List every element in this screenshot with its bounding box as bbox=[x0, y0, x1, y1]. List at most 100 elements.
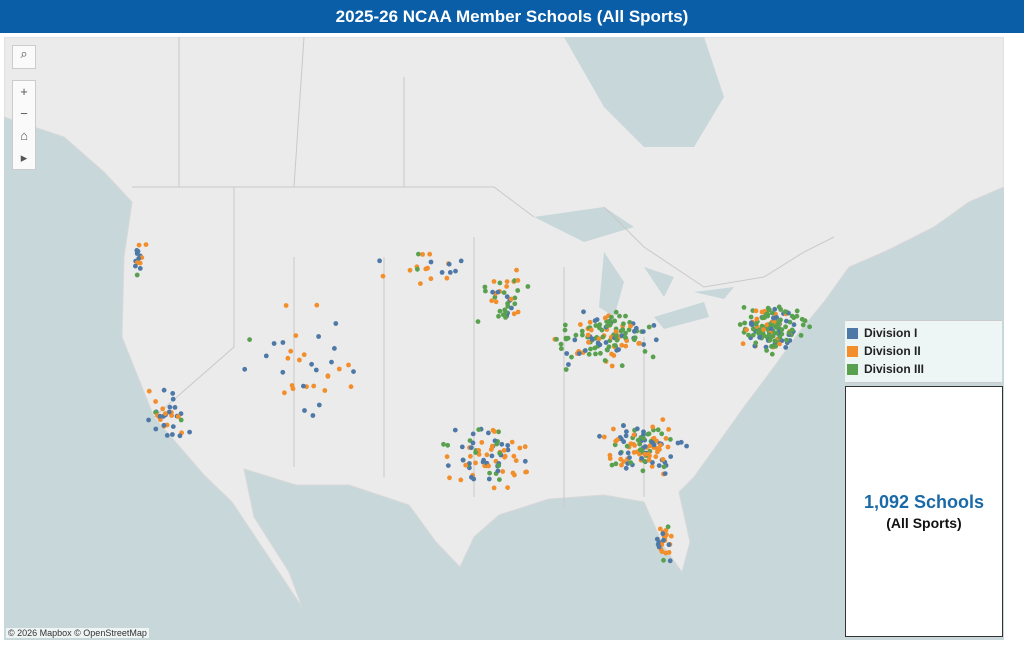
school-dot[interactable] bbox=[512, 301, 518, 307]
school-dot[interactable] bbox=[623, 313, 628, 319]
school-dot[interactable] bbox=[581, 309, 586, 315]
school-dot[interactable] bbox=[646, 431, 652, 437]
school-dot[interactable] bbox=[377, 258, 382, 264]
school-dot[interactable] bbox=[515, 278, 521, 283]
school-dot[interactable] bbox=[621, 459, 626, 464]
school-dot[interactable] bbox=[522, 444, 528, 450]
school-dot[interactable] bbox=[489, 453, 495, 459]
school-dot[interactable] bbox=[161, 387, 167, 393]
school-dot[interactable] bbox=[754, 316, 760, 322]
school-dot[interactable] bbox=[593, 351, 598, 357]
school-dot[interactable] bbox=[594, 317, 600, 322]
school-dot[interactable] bbox=[511, 311, 517, 317]
school-dot[interactable] bbox=[346, 362, 351, 368]
school-dot[interactable] bbox=[447, 475, 452, 481]
school-dot[interactable] bbox=[501, 290, 507, 295]
school-dot[interactable] bbox=[164, 433, 170, 438]
school-dot[interactable] bbox=[515, 288, 521, 293]
school-dot[interactable] bbox=[765, 305, 771, 311]
school-dot[interactable] bbox=[666, 550, 672, 555]
school-dot[interactable] bbox=[495, 289, 501, 295]
school-dot[interactable] bbox=[635, 437, 641, 443]
school-dot[interactable] bbox=[619, 462, 624, 468]
school-dot[interactable] bbox=[517, 445, 523, 451]
school-dot[interactable] bbox=[646, 451, 651, 457]
school-dot[interactable] bbox=[468, 453, 473, 459]
school-dot[interactable] bbox=[153, 399, 159, 404]
school-dot[interactable] bbox=[661, 557, 666, 563]
school-dot[interactable] bbox=[504, 294, 510, 300]
school-dot[interactable] bbox=[609, 314, 614, 320]
school-dot[interactable] bbox=[515, 309, 521, 315]
school-dot[interactable] bbox=[514, 267, 519, 273]
school-dot[interactable] bbox=[597, 322, 603, 327]
school-dot[interactable] bbox=[775, 322, 780, 327]
school-dot[interactable] bbox=[769, 310, 775, 316]
school-dot[interactable] bbox=[684, 443, 689, 449]
school-dot[interactable] bbox=[512, 295, 518, 301]
school-dot[interactable] bbox=[445, 463, 451, 468]
school-dot[interactable] bbox=[791, 322, 797, 328]
school-dot[interactable] bbox=[622, 334, 628, 340]
school-dot[interactable] bbox=[637, 441, 643, 447]
school-dot[interactable] bbox=[768, 326, 774, 332]
school-dot[interactable] bbox=[601, 434, 607, 440]
school-dot[interactable] bbox=[631, 441, 636, 447]
school-dot[interactable] bbox=[637, 341, 642, 346]
school-dot[interactable] bbox=[336, 366, 342, 372]
school-dot[interactable] bbox=[486, 476, 492, 482]
school-dot[interactable] bbox=[562, 322, 568, 328]
school-dot[interactable] bbox=[562, 327, 568, 333]
school-dot[interactable] bbox=[490, 289, 495, 295]
school-dot[interactable] bbox=[642, 458, 647, 464]
school-dot[interactable] bbox=[513, 458, 519, 463]
school-dot[interactable] bbox=[271, 341, 277, 346]
school-dot[interactable] bbox=[657, 526, 663, 532]
school-dot[interactable] bbox=[509, 305, 514, 311]
school-dot[interactable] bbox=[558, 346, 564, 352]
school-dot[interactable] bbox=[582, 348, 588, 353]
school-dot[interactable] bbox=[776, 304, 782, 310]
school-dot[interactable] bbox=[666, 427, 671, 432]
school-dot[interactable] bbox=[593, 323, 599, 328]
school-dot[interactable] bbox=[588, 346, 593, 352]
school-dot[interactable] bbox=[170, 432, 175, 437]
school-dot[interactable] bbox=[611, 426, 616, 432]
legend-item[interactable]: Division II bbox=[845, 342, 1002, 360]
school-dot[interactable] bbox=[563, 335, 569, 341]
school-dot[interactable] bbox=[486, 430, 491, 436]
school-dot[interactable] bbox=[650, 354, 656, 360]
school-dot[interactable] bbox=[656, 544, 662, 550]
school-dot[interactable] bbox=[572, 337, 578, 343]
school-dot[interactable] bbox=[773, 343, 778, 349]
school-dot[interactable] bbox=[496, 463, 502, 468]
school-dot[interactable] bbox=[770, 323, 776, 328]
school-dot[interactable] bbox=[613, 309, 619, 315]
school-dot[interactable] bbox=[497, 450, 503, 456]
school-dot[interactable] bbox=[640, 468, 646, 474]
school-dot[interactable] bbox=[460, 457, 466, 463]
school-dot[interactable] bbox=[441, 441, 446, 447]
school-dot[interactable] bbox=[609, 363, 615, 369]
school-dot[interactable] bbox=[628, 460, 634, 465]
school-dot[interactable] bbox=[619, 363, 625, 369]
school-dot[interactable] bbox=[611, 353, 617, 358]
school-dot[interactable] bbox=[769, 344, 775, 349]
school-dot[interactable] bbox=[146, 388, 152, 394]
zoom-controls[interactable]: + − ⌂ ▸ bbox=[12, 80, 36, 170]
school-dot[interactable] bbox=[618, 450, 623, 456]
school-dot[interactable] bbox=[621, 439, 627, 445]
school-dot[interactable] bbox=[470, 431, 476, 437]
school-dot[interactable] bbox=[453, 268, 458, 274]
school-dot[interactable] bbox=[468, 445, 474, 451]
school-dot[interactable] bbox=[505, 485, 510, 490]
school-dot[interactable] bbox=[642, 451, 648, 457]
school-dot[interactable] bbox=[505, 303, 511, 309]
school-dot[interactable] bbox=[293, 333, 299, 338]
school-dot[interactable] bbox=[616, 347, 621, 352]
school-dot[interactable] bbox=[495, 468, 501, 474]
school-dot[interactable] bbox=[764, 322, 770, 328]
school-dot[interactable] bbox=[351, 369, 356, 374]
school-dot[interactable] bbox=[162, 411, 168, 416]
school-dot[interactable] bbox=[602, 358, 608, 363]
